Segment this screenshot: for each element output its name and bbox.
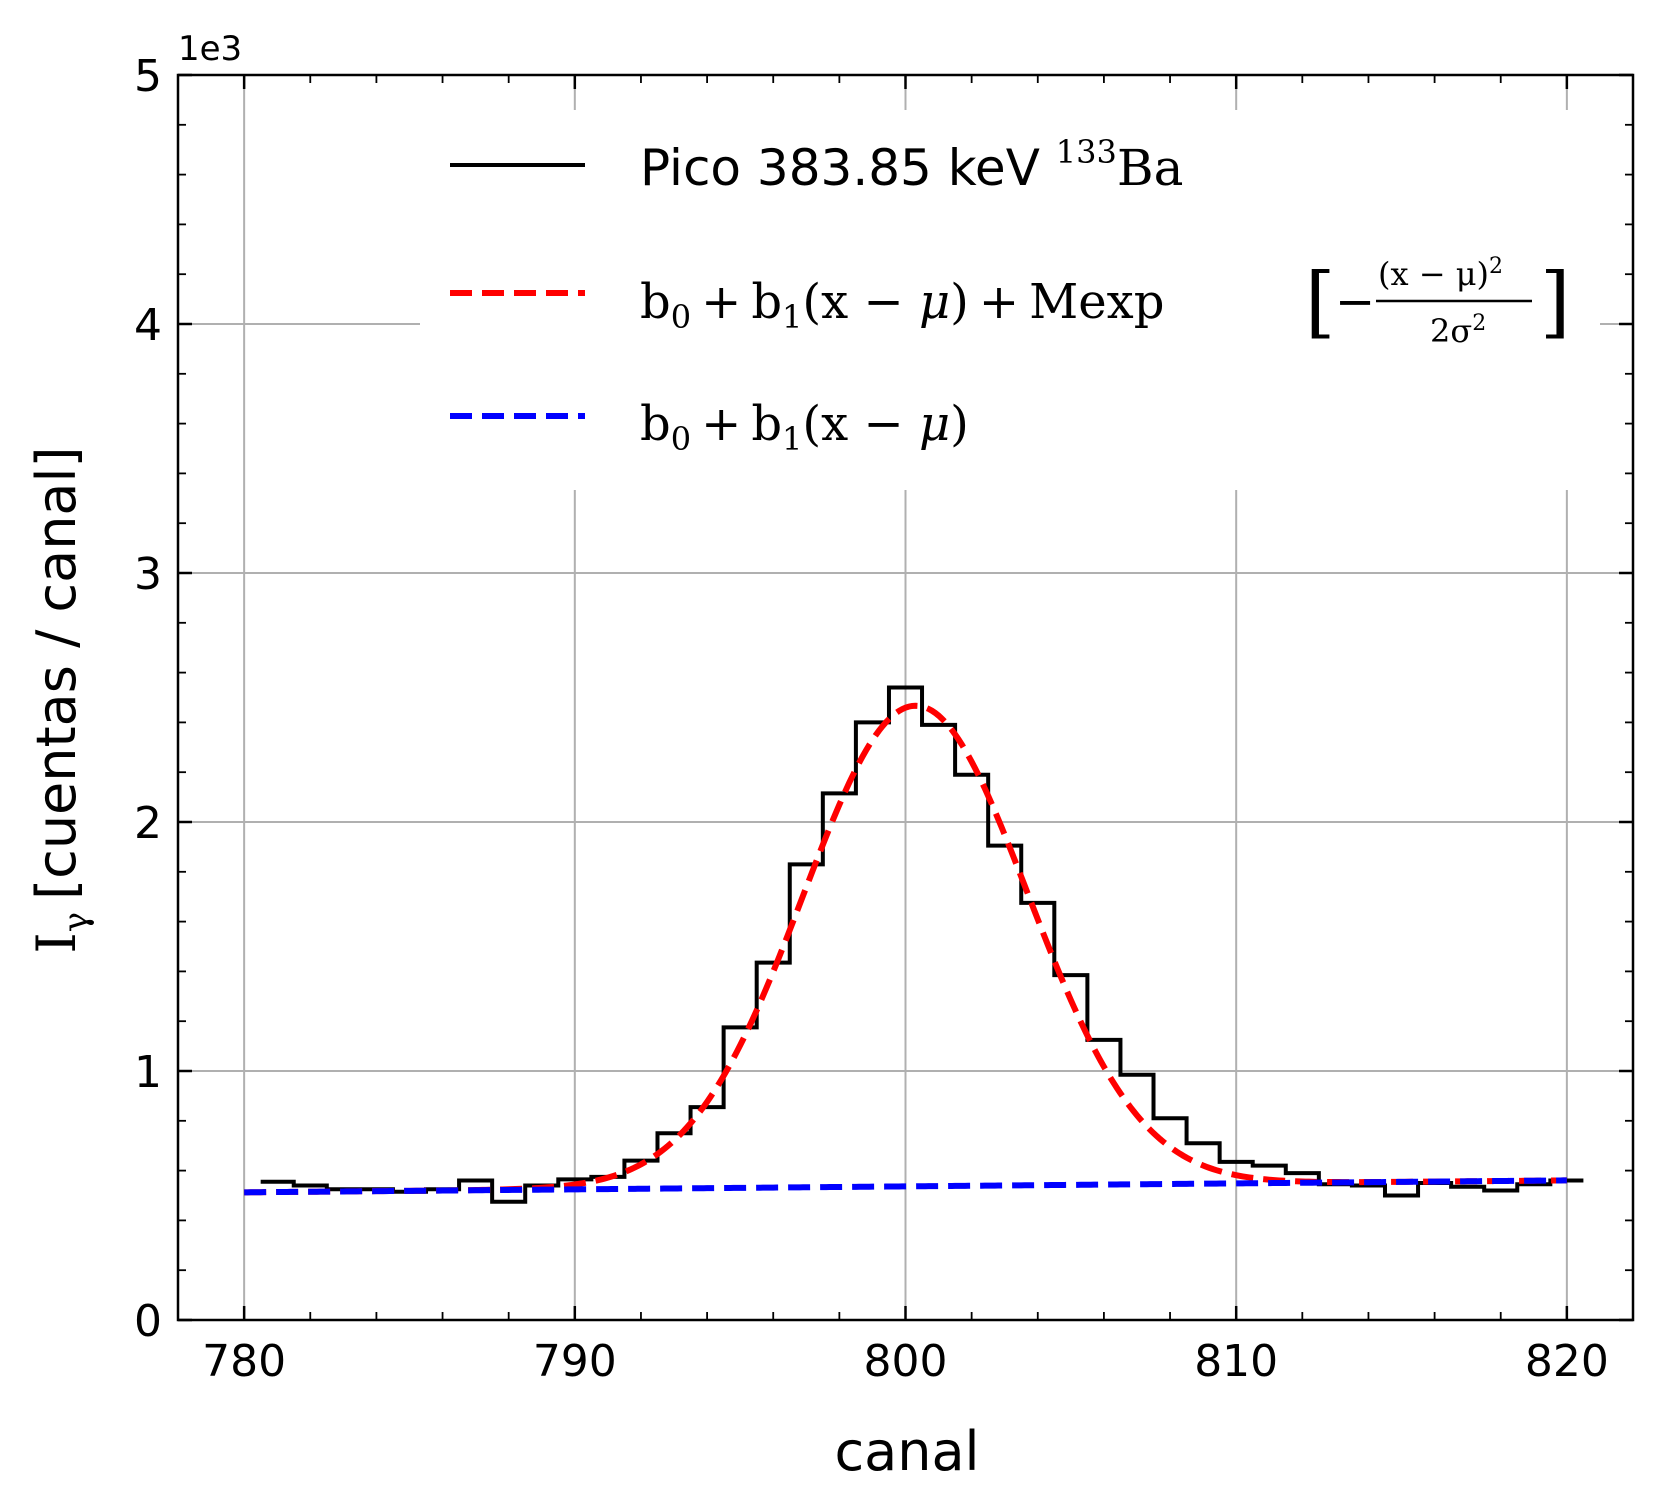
legend: Pico 383.85 keV 133Ba b0 + b1(x − μ) + Mexp …: [420, 110, 1600, 490]
legend-entry-data-elem: Ba: [1117, 139, 1184, 197]
bg-plus: +: [701, 396, 741, 452]
fit-bracket-open: [: [1305, 257, 1335, 347]
fit-paren-open: (x −: [802, 274, 919, 330]
x-tick-label: 810: [1194, 1336, 1278, 1387]
fit-paren-close: ): [950, 274, 969, 330]
y-tick-label: 0: [134, 1296, 162, 1347]
y-label-text: [cuentas / canal]: [25, 446, 88, 900]
svg-text:b0+b1(x − μ)+Mexp: b0 + b1(x − μ) + Mexp: [640, 274, 1164, 336]
x-tick-label: 790: [533, 1336, 617, 1387]
series-data-step: [260, 685, 1584, 1204]
y-label-subscript: γ: [56, 912, 96, 932]
series-background-line: [244, 1177, 1567, 1196]
fit-plus-1: +: [701, 274, 741, 330]
bg-b0-symbol: b: [640, 396, 671, 452]
legend-entry-data-text: Pico 383.85 keV: [640, 139, 1056, 197]
legend-entry-data: Pico 383.85 keV 133Ba: [640, 133, 1183, 197]
fit-mu: μ: [919, 274, 950, 330]
fit-frac-num-text: (x − μ): [1378, 255, 1489, 293]
y-label-symbol: I: [25, 932, 88, 953]
fit-frac-den-text: 2σ: [1430, 312, 1472, 350]
y-tick-label: 2: [134, 798, 162, 849]
y-offset-label: 1e3: [178, 29, 242, 69]
bg-mu: μ: [919, 396, 950, 452]
svg-text:Iγ[cuentas / canal]: Iγ [cuentas / canal]: [25, 446, 96, 953]
fit-b1-symbol: b: [751, 274, 782, 330]
bg-b0-sub: 0: [671, 420, 691, 458]
bg-b1-sub: 1: [782, 420, 802, 458]
legend-entry-data-sup: 133: [1056, 133, 1117, 171]
x-tick-label: 800: [864, 1336, 948, 1387]
legend-entry-fit: b0 + b1(x − μ) + Mexp [ − (x − μ)2 2σ2 ]: [640, 254, 1570, 350]
y-tick-label: 4: [134, 300, 162, 351]
x-axis-label: canal: [834, 1420, 979, 1483]
y-tick-label: 1: [134, 1047, 162, 1098]
fit-frac-denominator: 2σ2: [1430, 311, 1486, 350]
fit-b1-sub: 1: [782, 298, 802, 336]
x-tick-label: 780: [202, 1336, 286, 1387]
fit-mexp: Mexp: [1029, 274, 1164, 330]
fit-b0-sub: 0: [671, 298, 691, 336]
fit-frac-num-sup: 2: [1489, 254, 1503, 279]
bg-paren-close: ): [950, 396, 969, 452]
fit-frac-numerator: (x − μ)2: [1378, 254, 1503, 293]
bg-b1-symbol: b: [751, 396, 782, 452]
plot-series: [244, 685, 1584, 1204]
y-tick-label: 5: [134, 51, 162, 102]
fit-minus: −: [1335, 274, 1375, 330]
fit-plus-2: +: [979, 274, 1019, 330]
fit-frac-den-sup: 2: [1472, 311, 1486, 336]
y-axis-label: Iγ [cuentas / canal]: [25, 446, 96, 953]
axis-ticks: 780 790 800 810 820 0 1 2 3 4 5: [134, 51, 1634, 1387]
bg-paren-open: (x −: [802, 396, 919, 452]
legend-entry-background: b0 + b1(x − μ): [640, 396, 969, 458]
fit-bracket-close: ]: [1540, 257, 1570, 347]
fit-b0-symbol: b: [640, 274, 671, 330]
x-tick-label: 820: [1525, 1336, 1609, 1387]
y-tick-label: 3: [134, 549, 162, 600]
